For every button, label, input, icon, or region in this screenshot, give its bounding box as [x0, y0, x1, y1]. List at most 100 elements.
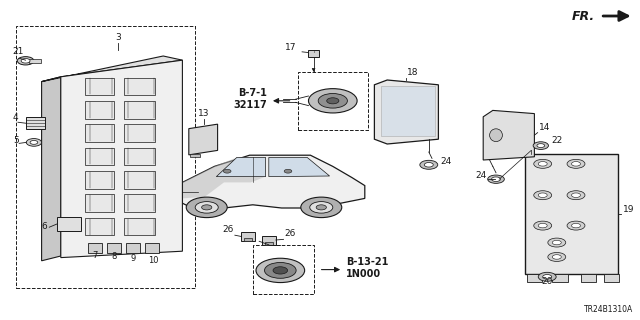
- Polygon shape: [189, 124, 218, 155]
- Circle shape: [492, 177, 500, 181]
- Circle shape: [572, 193, 580, 197]
- Text: 26: 26: [222, 225, 234, 234]
- Circle shape: [195, 202, 218, 213]
- Circle shape: [567, 159, 585, 168]
- Bar: [126, 243, 140, 253]
- Polygon shape: [182, 155, 365, 208]
- Text: B-13-21
1N000: B-13-21 1N000: [346, 257, 388, 279]
- Circle shape: [420, 160, 438, 169]
- Text: 24: 24: [440, 157, 452, 166]
- Bar: [298, 72, 368, 130]
- Circle shape: [202, 205, 212, 210]
- Ellipse shape: [490, 129, 502, 141]
- Bar: [29, 59, 41, 63]
- Circle shape: [17, 57, 34, 65]
- Circle shape: [552, 240, 561, 245]
- Circle shape: [256, 258, 305, 283]
- Bar: [527, 274, 542, 282]
- Text: 3: 3: [116, 33, 121, 42]
- Circle shape: [488, 175, 504, 183]
- Text: 19: 19: [623, 204, 634, 214]
- Bar: [16, 26, 195, 288]
- Bar: [124, 124, 155, 142]
- Text: 26: 26: [285, 229, 296, 238]
- Text: 6: 6: [42, 222, 47, 231]
- Bar: [262, 236, 276, 245]
- Polygon shape: [182, 157, 266, 198]
- Text: 22: 22: [552, 136, 563, 145]
- Text: 8: 8: [111, 252, 116, 261]
- Circle shape: [538, 162, 547, 166]
- Bar: [604, 274, 619, 282]
- Circle shape: [30, 140, 38, 144]
- Circle shape: [318, 93, 348, 108]
- Text: 18: 18: [407, 68, 419, 77]
- Circle shape: [567, 191, 585, 200]
- Bar: [85, 171, 114, 189]
- Polygon shape: [374, 80, 438, 144]
- Polygon shape: [61, 60, 182, 258]
- Circle shape: [264, 262, 296, 278]
- Text: 21: 21: [13, 47, 24, 56]
- Bar: [124, 148, 155, 165]
- Circle shape: [538, 223, 547, 228]
- Text: 24: 24: [475, 171, 486, 180]
- Bar: [190, 154, 200, 157]
- Bar: [124, 195, 155, 212]
- Bar: [85, 101, 114, 118]
- Text: FR.: FR.: [572, 10, 595, 22]
- Circle shape: [548, 238, 566, 247]
- Bar: [85, 148, 114, 165]
- Circle shape: [308, 89, 357, 113]
- Circle shape: [572, 223, 580, 228]
- Text: 13: 13: [198, 109, 209, 118]
- Bar: [525, 154, 618, 274]
- Bar: [581, 274, 596, 282]
- Bar: [241, 232, 255, 241]
- Bar: [124, 171, 155, 189]
- Bar: [124, 218, 155, 236]
- Text: 17: 17: [285, 43, 296, 52]
- Circle shape: [534, 159, 552, 168]
- Bar: [85, 124, 114, 142]
- Text: 14: 14: [539, 123, 550, 132]
- Circle shape: [301, 197, 342, 218]
- Circle shape: [548, 252, 566, 261]
- Bar: [26, 117, 45, 129]
- Bar: [107, 243, 121, 253]
- Circle shape: [310, 202, 333, 213]
- Bar: [145, 243, 159, 253]
- Circle shape: [572, 162, 580, 166]
- Circle shape: [567, 221, 585, 230]
- Bar: [244, 238, 252, 241]
- Circle shape: [534, 191, 552, 200]
- Polygon shape: [269, 157, 330, 177]
- Bar: [85, 77, 114, 95]
- Text: 4: 4: [13, 113, 19, 122]
- Polygon shape: [483, 110, 534, 160]
- Circle shape: [538, 193, 547, 197]
- Circle shape: [327, 98, 339, 104]
- Circle shape: [316, 205, 326, 210]
- Circle shape: [534, 221, 552, 230]
- Bar: [124, 101, 155, 118]
- Circle shape: [537, 144, 545, 148]
- Circle shape: [186, 197, 227, 218]
- Bar: [88, 243, 102, 253]
- Circle shape: [543, 275, 552, 279]
- Bar: [85, 218, 114, 236]
- Bar: [308, 50, 319, 57]
- Bar: [57, 217, 81, 231]
- Circle shape: [284, 169, 292, 173]
- Circle shape: [424, 163, 433, 167]
- Text: 9: 9: [131, 254, 136, 263]
- Bar: [253, 245, 314, 294]
- Bar: [552, 274, 568, 282]
- Text: 10: 10: [148, 256, 159, 265]
- Text: B-7-1
32117: B-7-1 32117: [233, 88, 267, 110]
- Bar: [381, 86, 435, 136]
- Circle shape: [21, 59, 30, 63]
- Circle shape: [538, 272, 556, 281]
- Polygon shape: [42, 56, 182, 82]
- Circle shape: [533, 142, 548, 149]
